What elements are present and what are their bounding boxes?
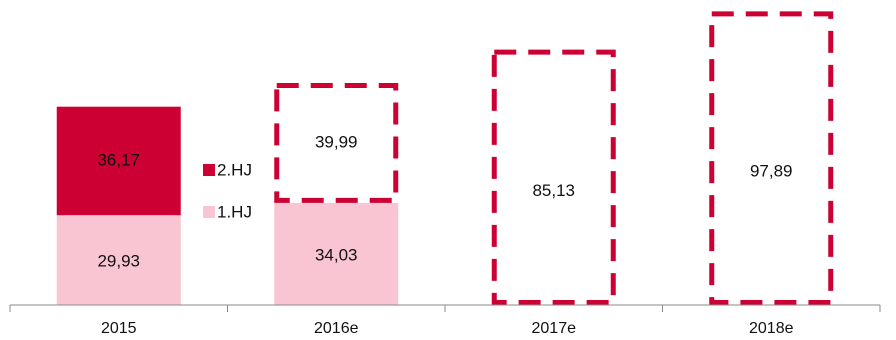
data-label-estimate-2017e: 85,13 [532,181,575,200]
x-tick-label-2017e: 2017e [532,320,577,337]
bar-estimate-2018e [709,11,834,306]
x-axis: 2015 2016e 2017e 2018e [9,304,881,337]
bar-1hj-2016e [274,202,399,305]
data-label-2hj-2015: 36,17 [97,150,140,169]
x-tick-label-2015: 2015 [101,320,137,337]
legend: 2.HJ 1.HJ [203,160,252,221]
data-label-2hj-2016e: 39,99 [315,132,358,151]
bars-layer: 29,93 36,17 34,03 39,99 85,13 97,89 [56,11,834,306]
data-label-estimate-2018e: 97,89 [750,162,793,181]
bar-2hj-2016e [274,82,399,203]
bar-2hj-2015 [56,106,181,216]
data-label-1hj-2015: 29,93 [97,252,140,271]
legend-swatch-1hj [203,206,215,218]
legend-swatch-2hj [203,164,215,176]
data-label-1hj-2016e: 34,03 [315,245,358,264]
x-tick-label-2018e: 2018e [749,320,794,337]
bar-1hj-2015 [56,215,181,305]
x-tick-label-2016e: 2016e [314,320,359,337]
bar-estimate-2017e [491,49,616,305]
legend-label-2hj: 2.HJ [217,160,252,179]
legend-label-1hj: 1.HJ [217,202,252,221]
